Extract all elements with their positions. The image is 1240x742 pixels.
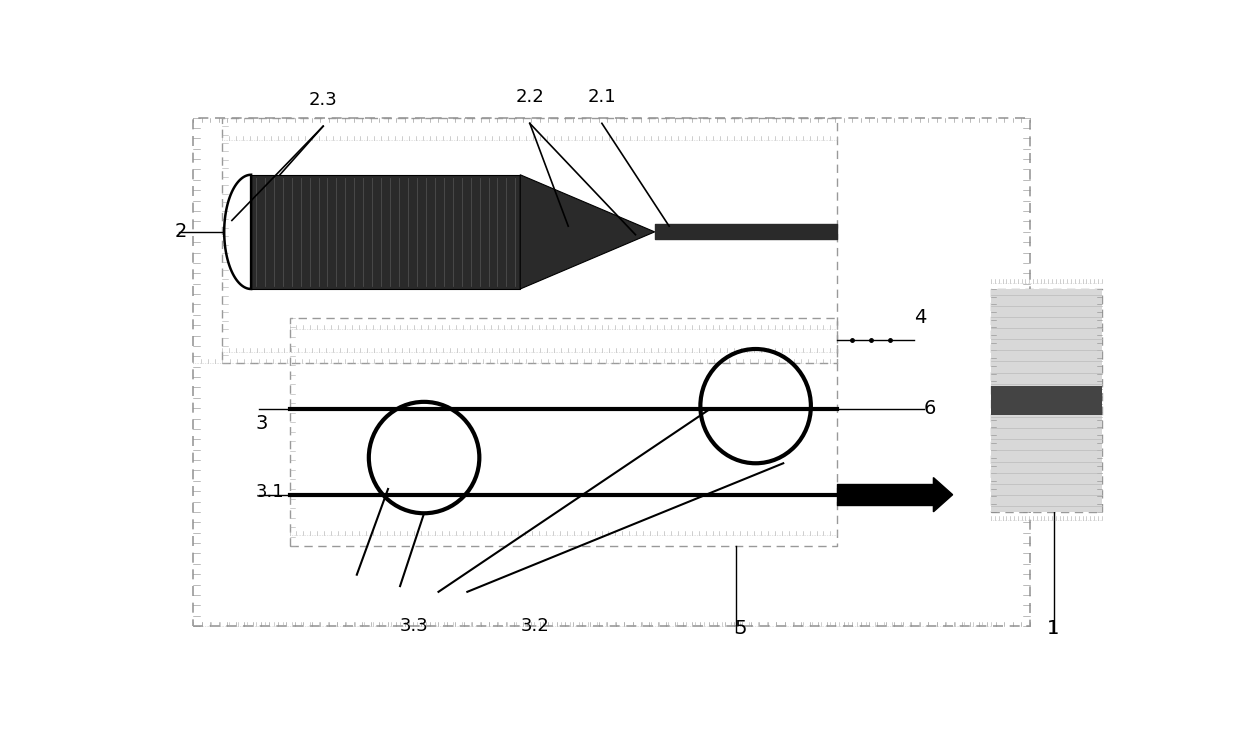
Text: 2: 2 xyxy=(174,223,186,241)
Bar xyxy=(991,386,1101,415)
Text: 3: 3 xyxy=(255,414,268,433)
Text: 1: 1 xyxy=(1048,619,1060,637)
Polygon shape xyxy=(250,174,521,289)
Text: 2.3: 2.3 xyxy=(309,91,337,109)
Text: 2.2: 2.2 xyxy=(516,88,544,106)
Text: 6: 6 xyxy=(924,399,936,418)
Text: 4: 4 xyxy=(914,308,926,327)
Text: 3.1: 3.1 xyxy=(255,483,284,501)
Text: 3.2: 3.2 xyxy=(521,617,549,634)
Text: 2.1: 2.1 xyxy=(588,88,616,106)
Text: 3.3: 3.3 xyxy=(401,617,429,634)
Bar xyxy=(991,289,1101,512)
Polygon shape xyxy=(521,174,655,289)
Polygon shape xyxy=(934,478,952,512)
Text: 5: 5 xyxy=(735,619,748,637)
